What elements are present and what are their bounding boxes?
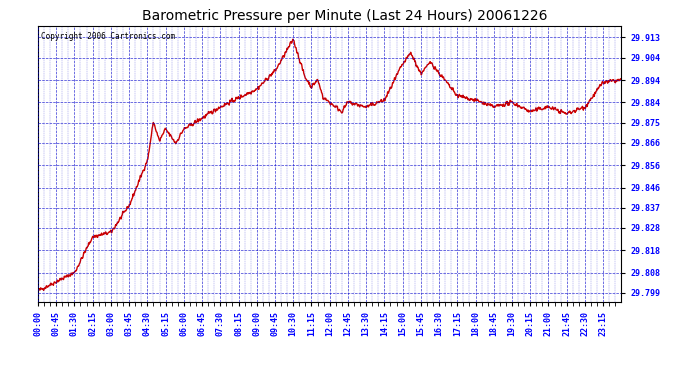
Text: Copyright 2006 Cartronics.com: Copyright 2006 Cartronics.com — [41, 32, 175, 41]
Text: Barometric Pressure per Minute (Last 24 Hours) 20061226: Barometric Pressure per Minute (Last 24 … — [142, 9, 548, 23]
